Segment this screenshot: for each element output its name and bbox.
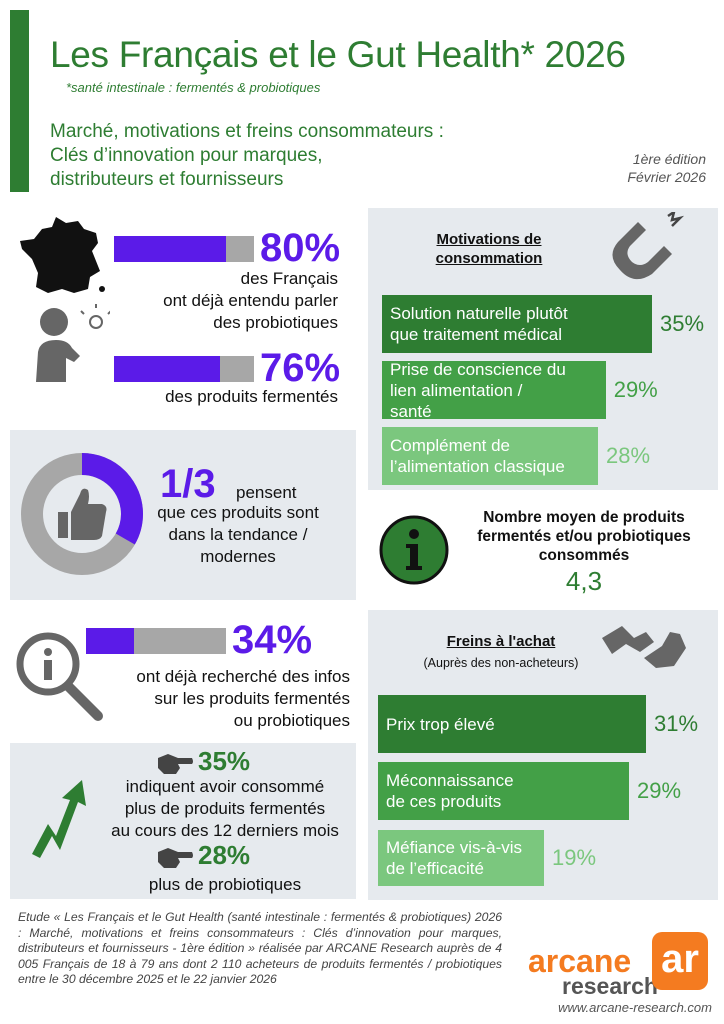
motivation-bar-3: Complément de l’alimentation classique [382, 427, 598, 485]
thinking-person-icon [36, 304, 110, 382]
search-value: 34% [232, 618, 313, 662]
fermented-awareness-text: des produits fermentés [165, 387, 338, 406]
magnet-icon [612, 212, 685, 280]
logo-word-research: research [562, 973, 658, 999]
search-text: ont déjà recherché des infos sur les pro… [136, 667, 350, 730]
website-url[interactable]: www.arcane-research.com [558, 1000, 712, 1015]
info-circle-icon [379, 515, 449, 585]
probiotics-awareness-line3: des probiotiques [213, 313, 338, 332]
consumption-probiotics-text: plus de probiotiques [148, 875, 302, 894]
search-bar-fill [86, 628, 134, 654]
page-subhead: Marché, motivations et freins consommate… [50, 121, 444, 190]
motivation-bar-2: Prise de conscience du lien alimentation… [382, 359, 606, 421]
barrier-value: 31% [654, 711, 699, 736]
probiotics-awareness-bar-fill [114, 236, 226, 262]
motivation-value: 35% [660, 311, 705, 336]
barrier-value: 29% [637, 778, 682, 803]
header-accent-bar [10, 10, 29, 192]
probiotics-awareness-text: des Français ont déjà entendu parler des… [100, 268, 338, 334]
motivations-title: Motivations de consommation [435, 231, 543, 267]
fermented-awareness-bar-track [114, 356, 254, 382]
probiotics-awareness-value: 80% [260, 226, 341, 270]
trend-word: pensent [236, 483, 297, 502]
probiotics-awareness-line2: ont déjà entendu parler [163, 291, 338, 310]
arcane-research-logo: arcane research ar [528, 932, 714, 998]
barrier-bar-1: Prix trop élevé [378, 695, 646, 753]
logo-word-arcane: arcane [528, 943, 632, 979]
edition-info: 1ère édition Février 2026 [627, 150, 706, 186]
title-footnote: *santé intestinale : fermentés & probiot… [66, 80, 321, 95]
france-map-icon [20, 217, 105, 293]
barrier-value: 19% [552, 845, 597, 870]
motivation-label: Complément de l’alimentation classique [390, 436, 565, 476]
average-text: Nombre moyen de produits fermentés et/ou… [477, 509, 691, 564]
study-description: Etude « Les Français et le Gut Health (s… [18, 910, 502, 986]
magnifier-info-icon [16, 632, 103, 721]
consumption-fermented-text: indiquent avoir consommé plus de produit… [111, 777, 339, 840]
edition-number: 1ère édition [632, 151, 706, 167]
barriers-subtitle: (Auprès des non-acheteurs) [423, 656, 579, 670]
average-value: 4,3 [565, 566, 603, 596]
thumbs-up-icon [58, 488, 107, 540]
pointing-hand-icon-2 [158, 848, 193, 868]
donut-fill [21, 453, 143, 575]
rejecting-hand-icon [602, 626, 686, 668]
fermented-awareness-value: 76% [260, 346, 341, 390]
motivation-bar-1: Solution naturelle plutôt que traitement… [382, 295, 652, 353]
motivation-value: 28% [606, 443, 651, 468]
trend-value: 1/3 [160, 462, 216, 506]
growth-arrow-icon [32, 780, 86, 858]
search-bar-track [86, 628, 226, 654]
motivation-value: 29% [613, 377, 658, 402]
trend-donut-chart [21, 453, 143, 575]
consumption-fermented-value: 35% [198, 746, 251, 776]
probiotics-awareness-bar-track [114, 236, 254, 262]
barrier-bar-2: Méconnaissance de ces produits [378, 762, 629, 820]
logo-mark: ar [652, 932, 708, 990]
fermented-awareness-bar-fill [114, 356, 221, 382]
barrier-bar-3: Méfiance vis-à-vis de l’efficacité [378, 830, 544, 886]
probiotics-awareness-line1: des Français [240, 269, 338, 288]
consumption-probiotics-value: 28% [198, 840, 251, 870]
pointing-hand-icon [158, 754, 193, 774]
trend-text: que ces produits sont dans la tendance /… [157, 503, 319, 566]
barrier-label: Prix trop élevé [386, 714, 495, 734]
barrier-label: Méconnaissance de ces produits [386, 771, 514, 811]
page-title: Les Français et le Gut Health* 2026 [50, 34, 626, 75]
motivation-label: Solution naturelle plutôt que traitement… [390, 304, 568, 344]
barrier-label: Méfiance vis-à-vis de l’efficacité [386, 838, 523, 878]
barriers-title: Freins à l'achat [446, 633, 556, 650]
motivation-label: Prise de conscience du lien alimentation… [390, 359, 566, 421]
edition-date: Février 2026 [627, 169, 706, 185]
